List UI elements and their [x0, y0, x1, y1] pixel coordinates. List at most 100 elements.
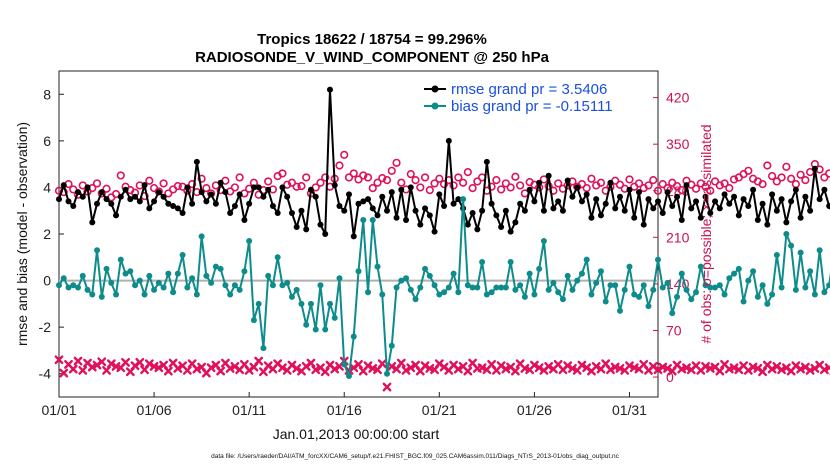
obs-assimilated-point: [544, 361, 554, 371]
bias-point: [307, 300, 314, 307]
bias-point: [773, 251, 780, 258]
rmse-point: [122, 186, 129, 193]
rmse-point: [707, 210, 714, 217]
bias-point: [674, 293, 681, 300]
obs-assimilated-point: [292, 363, 302, 373]
rmse-point: [811, 165, 818, 172]
obs-assimilated-point: [320, 367, 330, 377]
rmse-point: [374, 212, 381, 219]
rmse-point: [326, 86, 333, 93]
obs-possible-point: [344, 173, 354, 182]
bias-point: [593, 279, 600, 286]
obs-possible-point: [392, 158, 401, 167]
bias-point: [721, 291, 728, 298]
rmse-point: [345, 191, 352, 198]
obs-possible-point: [634, 179, 644, 188]
obs-possible-point: [463, 168, 472, 177]
bias-point: [417, 284, 424, 291]
obs-possible-point: [416, 183, 425, 192]
obs-possible-point: [397, 178, 406, 187]
bias-point: [65, 284, 72, 291]
bias-point: [707, 284, 714, 291]
obs-assimilated-point: [206, 363, 216, 373]
bias-point: [293, 286, 300, 293]
legend: rmse grand pr = 3.5406 bias grand pr = -…: [424, 81, 613, 115]
bias-point: [764, 300, 771, 307]
obs-possible-point: [820, 173, 829, 182]
x-tick-label: 01/31: [612, 402, 647, 418]
legend-rmse-label: rmse grand pr = 3.5406: [451, 81, 607, 98]
bias-point: [788, 242, 795, 249]
rmse-point: [355, 200, 362, 207]
bias-point: [754, 293, 761, 300]
rmse-point: [284, 193, 291, 200]
rmse-point: [255, 184, 262, 191]
rmse-point: [479, 207, 486, 214]
rmse-point: [350, 233, 357, 240]
obs-possible-point: [653, 186, 663, 195]
y-right-tick-label: 420: [666, 90, 690, 106]
rmse-point: [788, 198, 795, 205]
y-tick-label: 8: [43, 86, 51, 102]
rmse-point: [450, 200, 457, 207]
bias-point: [460, 196, 467, 203]
obs-possible-point: [497, 185, 506, 194]
rmse-point: [555, 198, 562, 205]
obs-possible-point: [116, 171, 125, 180]
y-right-tick-label: 0: [666, 369, 674, 385]
bias-point: [426, 272, 433, 279]
obs-possible-point: [202, 183, 211, 193]
obs-possible-point: [316, 178, 325, 187]
bias-point: [574, 277, 581, 284]
bias-point: [374, 263, 381, 270]
rmse-point: [578, 198, 585, 205]
rmse-point: [678, 217, 685, 224]
y-tick-label: 6: [43, 133, 51, 149]
rmse-point: [303, 226, 310, 233]
bias-point: [621, 286, 628, 293]
rmse-point: [536, 179, 543, 186]
rmse-point: [193, 158, 200, 165]
rmse-point: [693, 198, 700, 205]
rmse-point: [674, 193, 681, 200]
obs-possible-point: [511, 172, 520, 181]
rmse-point: [250, 184, 257, 191]
bias-point: [208, 279, 215, 286]
obs-assimilated-point: [420, 361, 430, 371]
bias-point: [379, 291, 386, 298]
bias-point: [403, 275, 410, 282]
bias-point: [317, 282, 324, 289]
obs-assimilated-point: [767, 364, 777, 374]
bias-point: [246, 237, 253, 244]
bias-point: [393, 284, 400, 291]
obs-possible-point: [492, 176, 501, 185]
rmse-point: [745, 203, 752, 210]
y-axis-left: -4 -2 0 2 4 6 8: [39, 86, 64, 382]
bias-point: [108, 279, 115, 286]
y-tick-label: 4: [43, 179, 51, 195]
bias-point: [146, 272, 153, 279]
bias-point: [602, 298, 609, 305]
rmse-point: [388, 189, 395, 196]
rmse-point: [635, 189, 642, 196]
rmse-point: [331, 182, 338, 189]
rmse-point: [531, 198, 538, 205]
obs-assimilated-point: [363, 361, 373, 371]
rmse-point: [645, 196, 652, 203]
x-tick-label: 01/01: [41, 402, 76, 418]
bias-point: [588, 291, 595, 298]
rmse-point: [759, 200, 766, 207]
bias-point: [113, 291, 120, 298]
obs-possible-point: [378, 174, 387, 183]
bias-point: [745, 277, 752, 284]
rmse-point: [664, 189, 671, 196]
bias-point: [631, 291, 638, 298]
obs-possible-point: [554, 179, 563, 188]
obs-possible-point: [791, 180, 800, 189]
rmse-point: [89, 219, 96, 226]
bias-point: [203, 272, 210, 279]
bias-point: [222, 282, 229, 289]
bias-point: [826, 282, 830, 289]
rmse-point: [773, 207, 780, 214]
obs-possible-point: [767, 172, 777, 181]
